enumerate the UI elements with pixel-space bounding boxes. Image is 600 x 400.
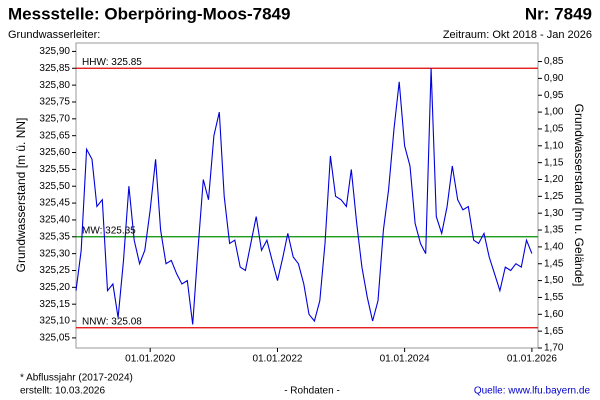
y-tick-label: 325,20 xyxy=(39,282,70,293)
y2-tick-label: 1,35 xyxy=(544,225,564,236)
y-tick-label: 325,35 xyxy=(39,231,70,242)
aquifer: Grundwasserleiter: xyxy=(8,29,100,41)
y-tick-label: 325,55 xyxy=(39,164,70,175)
y2-tick-label: 0,95 xyxy=(544,90,564,101)
y2-tick-label: 1,55 xyxy=(544,292,564,303)
y2-axis-label: Grundwasserstand [m u. Gelände] xyxy=(572,104,586,287)
y-tick-label: 325,40 xyxy=(39,215,70,226)
y2-tick-label: 1,30 xyxy=(544,208,564,219)
y2-tick-label: 1,70 xyxy=(544,343,564,354)
y2-tick-label: 1,65 xyxy=(544,326,564,337)
x-tick-label: 01.01.2022 xyxy=(252,354,302,365)
y2-tick-label: 1,45 xyxy=(544,258,564,269)
y-tick-label: 325,15 xyxy=(39,299,70,310)
y2-tick-label: 1,25 xyxy=(544,191,564,202)
y2-tick-label: 1,60 xyxy=(544,309,564,320)
y-axis-label: Grundwasserstand [m ü. NN] xyxy=(14,118,28,273)
y2-tick-label: 1,10 xyxy=(544,140,564,151)
y-tick-label: 325,80 xyxy=(39,80,70,91)
y2-tick-label: 1,05 xyxy=(544,124,564,135)
x-tick-label: 01.01.2026 xyxy=(507,354,557,365)
created: erstellt: 10.03.2026 xyxy=(20,386,105,397)
reference-label: NNW: 325.08 xyxy=(82,316,142,327)
y2-tick-label: 0,90 xyxy=(544,73,564,84)
y-tick-label: 325,85 xyxy=(39,63,70,74)
y2-tick-label: 1,50 xyxy=(544,275,564,286)
y-tick-label: 325,45 xyxy=(39,198,70,209)
y2-tick-label: 1,00 xyxy=(544,107,564,118)
y-tick-label: 325,25 xyxy=(39,265,70,276)
y-tick-label: 325,65 xyxy=(39,130,70,141)
period: Zeitraum: Okt 2018 - Jan 2026 xyxy=(443,29,592,41)
y-tick-label: 325,50 xyxy=(39,181,70,192)
status: - Rohdaten - xyxy=(284,386,340,397)
x-tick-label: 01.01.2020 xyxy=(125,354,175,365)
y-tick-label: 325,70 xyxy=(39,113,70,124)
y-tick-label: 325,90 xyxy=(39,46,70,57)
y2-tick-label: 1,20 xyxy=(544,174,564,185)
station-number: Nr: 7849 xyxy=(525,4,592,23)
y-tick-label: 325,10 xyxy=(39,316,70,327)
data-line xyxy=(75,68,533,325)
x-tick-label: 01.01.2024 xyxy=(380,354,430,365)
footnote: * Abflussjahr (2017-2024) xyxy=(20,373,133,384)
y-tick-label: 325,75 xyxy=(39,97,70,108)
chart-title: Messstelle: Oberpöring-Moos-7849 xyxy=(8,4,290,23)
y-tick-label: 325,05 xyxy=(39,333,70,344)
y-tick-label: 325,60 xyxy=(39,147,70,158)
reference-label: HHW: 325.85 xyxy=(82,57,142,68)
y2-tick-label: 0,85 xyxy=(544,56,564,67)
plot-area xyxy=(75,42,539,349)
y-tick-label: 325,30 xyxy=(39,248,70,259)
reference-label: MW: 325.35 xyxy=(82,225,136,236)
y2-tick-label: 1,40 xyxy=(544,242,564,253)
source: Quelle: www.lfu.bayern.de xyxy=(474,386,591,397)
y2-tick-label: 1,15 xyxy=(544,157,564,168)
